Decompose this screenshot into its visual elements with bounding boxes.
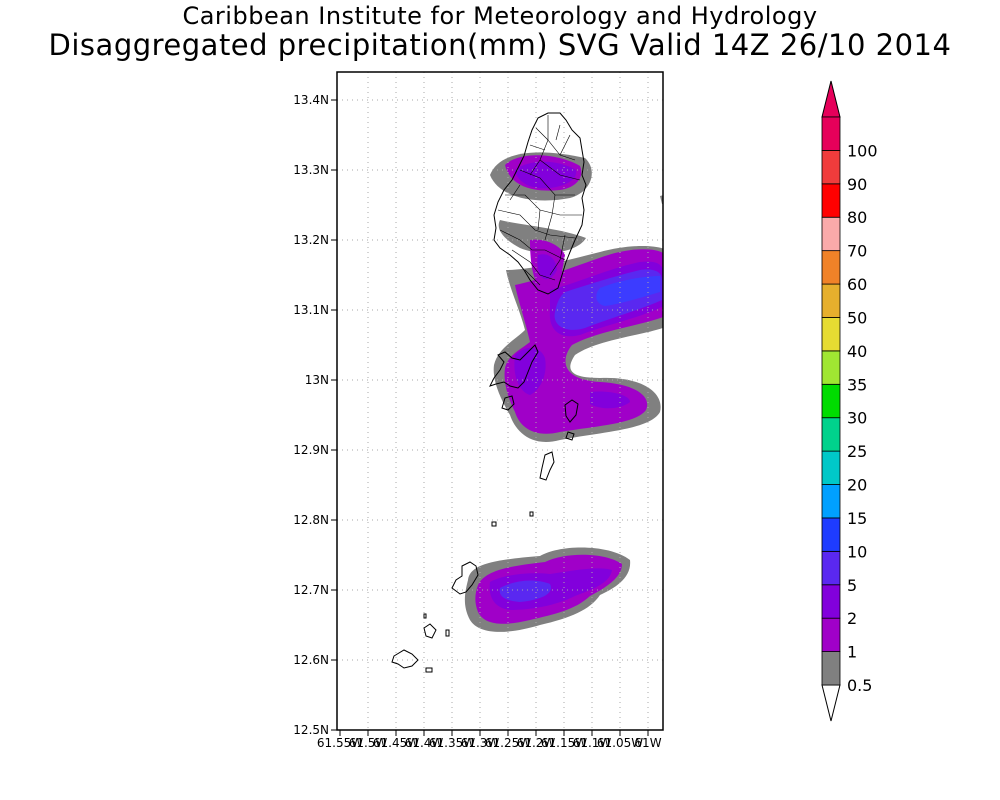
lon-label: 61.2W — [517, 736, 556, 750]
colorbar-label: 30 — [847, 409, 867, 428]
lon-label: 61.45W — [373, 736, 419, 750]
island-small-outline — [529, 511, 534, 517]
lon-label: 61.05W — [597, 736, 643, 750]
map-title-line2: Disaggregated precipitation(mm) SVG Vali… — [48, 28, 952, 62]
colorbar-swatch — [821, 350, 841, 385]
lon-label: 61.15W — [541, 736, 587, 750]
coastlines — [391, 112, 587, 673]
precip-contour — [537, 254, 557, 280]
map-title-line1: Caribbean Institute for Meteorology and … — [182, 2, 818, 30]
island-small-outline — [565, 431, 575, 441]
island-small-outline — [425, 667, 433, 673]
island-small-outline — [491, 521, 497, 527]
colorbar-swatch — [821, 584, 841, 619]
colorbar-label: 40 — [847, 342, 867, 361]
colorbar-swatch — [821, 216, 841, 252]
colorbar-label: 35 — [847, 375, 867, 394]
colorbar-swatch — [821, 383, 841, 419]
lat-label: 12.7N — [293, 583, 329, 597]
colorbar-label: 15 — [847, 509, 867, 528]
colorbar-swatch — [821, 450, 841, 485]
colorbar-swatch — [821, 183, 841, 218]
lat-label: 13.2N — [293, 233, 329, 247]
colorbar-label: 0.5 — [847, 676, 872, 695]
precip-contour — [499, 580, 551, 602]
colorbar-label: 60 — [847, 275, 867, 294]
colorbar-over-triangle — [821, 80, 841, 118]
lon-label: 61.5W — [349, 736, 388, 750]
st-vincent-watersheds — [497, 115, 582, 286]
colorbar-label: 25 — [847, 442, 867, 461]
lon-label: 61.1W — [573, 736, 612, 750]
lat-tick-marks — [331, 99, 337, 731]
colorbar-swatch — [821, 116, 841, 151]
lon-label: 61.25W — [485, 736, 531, 750]
lon-labels: 61.55W 61.5W 61.45W 61.4W 61.35W 61.3W 6… — [317, 736, 662, 750]
precip-contour — [515, 161, 577, 189]
lat-label: 12.8N — [293, 513, 329, 527]
precip-contour — [498, 220, 586, 253]
island-canouan-outline — [539, 451, 555, 481]
precip-contour — [590, 391, 630, 409]
colorbar-swatch — [821, 484, 841, 519]
lon-tick-marks — [339, 730, 649, 736]
colorbar-swatch — [821, 617, 841, 652]
precip-10mm-layer — [596, 276, 660, 306]
lon-label: 61.4W — [405, 736, 444, 750]
colorbar-under-triangle — [821, 684, 841, 722]
colorbar-label: 50 — [847, 308, 867, 327]
island-small-outline — [564, 399, 579, 423]
colorbar-swatch — [821, 150, 841, 185]
island-small-outline — [423, 613, 427, 619]
colorbar-swatch — [821, 550, 841, 586]
lat-label: 12.5N — [293, 723, 329, 737]
lon-label: 61.35W — [429, 736, 475, 750]
island-st-vincent-outline — [493, 112, 587, 295]
colorbar-swatch — [821, 651, 841, 686]
precip-contour — [596, 276, 660, 306]
lat-label: 13.3N — [293, 163, 329, 177]
colorbar-swatch — [821, 417, 841, 452]
map-frame — [336, 71, 664, 731]
lat-labels: 13.4N 13.3N 13.2N 13.1N 13N 12.9N 12.8N … — [293, 93, 329, 737]
lon-label: 61W — [634, 736, 661, 750]
island-carriacou-outline — [423, 623, 437, 639]
colorbar-label: 70 — [847, 242, 867, 261]
island-grenada-north-outline — [391, 649, 419, 669]
lon-label: 61.55W — [317, 736, 363, 750]
colorbar-swatch — [821, 283, 841, 318]
lat-label: 12.9N — [293, 443, 329, 457]
island-small-outline — [445, 629, 450, 637]
colorbar-swatch — [821, 517, 841, 552]
island-union-outline — [451, 561, 479, 595]
island-bequia-outline — [489, 344, 539, 389]
island-mustique-outline — [501, 395, 515, 411]
lat-label: 13.4N — [293, 93, 329, 107]
lat-label: 13N — [305, 373, 329, 387]
lat-label: 13.1N — [293, 303, 329, 317]
colorbar-label: 10 — [847, 542, 867, 561]
lon-label: 61.3W — [461, 736, 500, 750]
colorbar-label: 80 — [847, 208, 867, 227]
colorbar-label: 90 — [847, 175, 867, 194]
precip-contour — [660, 195, 663, 204]
colorbar-label: 5 — [847, 576, 857, 595]
colorbar-label: 1 — [847, 643, 857, 662]
colorbar-swatch — [821, 317, 841, 352]
colorbar-label: 2 — [847, 609, 857, 628]
colorbar-label: 100 — [847, 141, 878, 160]
lat-label: 12.6N — [293, 653, 329, 667]
colorbar-label: 20 — [847, 476, 867, 495]
colorbar-swatch — [821, 250, 841, 285]
